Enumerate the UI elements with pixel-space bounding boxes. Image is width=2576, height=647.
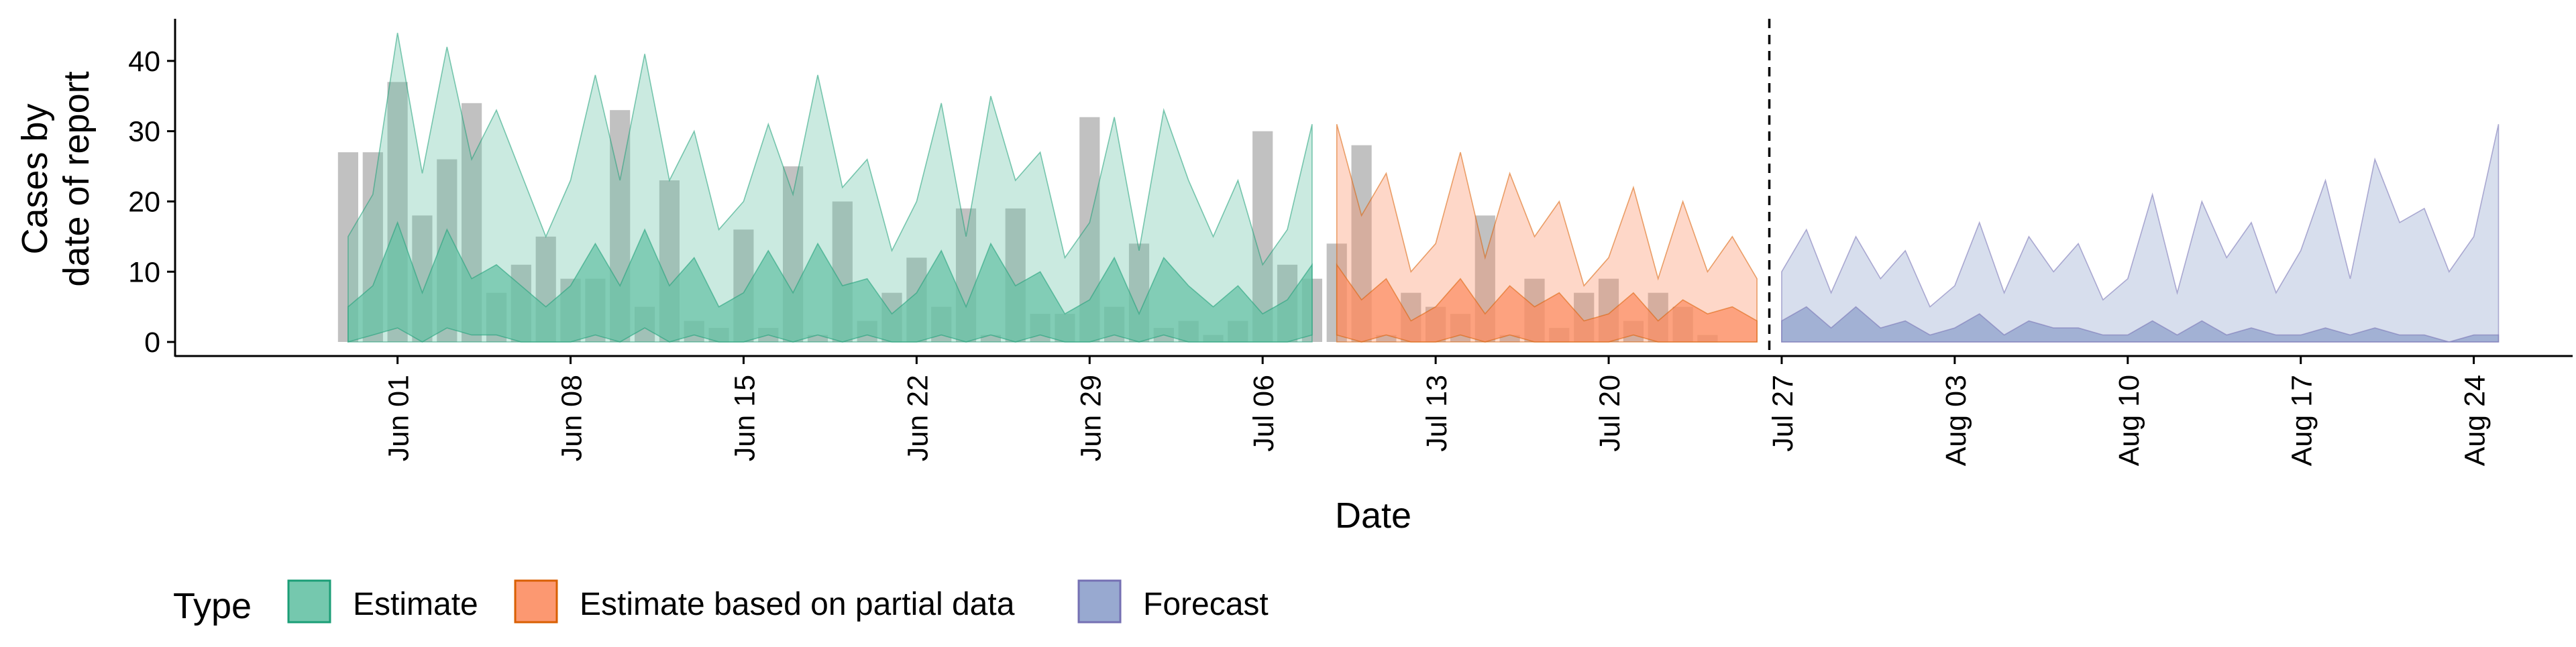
estimate-ribbons (347, 32, 2500, 343)
forecast-outer-band (1781, 124, 2500, 343)
x-tick-label: Aug 24 (2459, 375, 2491, 466)
x-tick-label: Aug 10 (2113, 375, 2145, 466)
legend: Type Estimate Estimate based on partial d… (173, 579, 1269, 626)
y-axis-label-line-2: date of report (56, 71, 97, 286)
estimate-inner-band (347, 221, 1313, 343)
legend-label-forecast: Forecast (1143, 587, 1269, 622)
y-tick-label: 10 (128, 256, 160, 288)
x-tick-label: Jun 29 (1075, 375, 1107, 461)
reported-cases-bar (807, 335, 828, 343)
x-tick-label: Jul 06 (1248, 375, 1280, 452)
x-tick-label: Jul 27 (1767, 375, 1799, 452)
x-tick-label: Jun 15 (729, 375, 761, 461)
legend-key-forecast (1077, 579, 1122, 624)
reported-cases-bar (980, 335, 1001, 343)
y-tick-label: 0 (144, 327, 160, 359)
axes: 0 10 20 30 40 Jun 01 Jun 08 Jun 15 Jun 22 Jun 29 J… (128, 19, 2573, 466)
x-tick-label: Jun 08 (556, 375, 588, 461)
x-tick-label: Jul 20 (1594, 375, 1626, 452)
x-tick-label: Jul 13 (1421, 375, 1453, 452)
y-tick-label: 40 (128, 46, 160, 78)
y-tick-label: 30 (128, 116, 160, 148)
legend-label-estimate-based-on-partial-data: Estimate based on partial data (580, 587, 1015, 622)
y-axis-label-line-1: Cases by (15, 103, 55, 254)
legend-key-estimate (287, 579, 331, 624)
reported-cases-bar (1376, 335, 1397, 343)
x-tick-label: Jun 22 (902, 375, 934, 461)
x-axis-label: Date (1335, 495, 1411, 536)
legend-label-estimate: Estimate (353, 587, 478, 622)
reported-cases-bar (1499, 335, 1520, 343)
x-tick-label: Jun 01 (383, 375, 415, 461)
forecast-inner-band (1781, 306, 2500, 343)
legend-title: Type (173, 586, 252, 626)
legend-key-estimate-based-on-partial-data (514, 579, 558, 624)
estimate-based-on-partial-data-inner-band (1336, 263, 1758, 343)
x-tick-label: Aug 03 (1940, 375, 1972, 466)
y-tick-label: 20 (128, 186, 160, 218)
x-tick-label: Aug 17 (2286, 375, 2318, 466)
